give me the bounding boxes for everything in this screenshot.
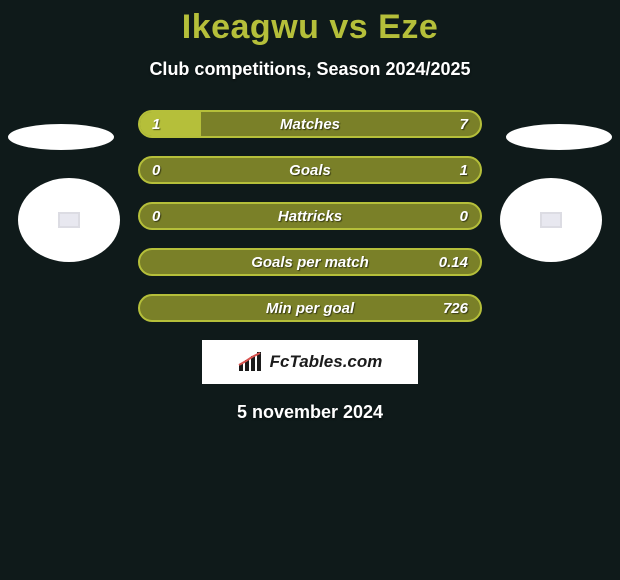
subtitle: Club competitions, Season 2024/2025: [0, 59, 620, 80]
stat-value-right: 1: [460, 158, 468, 182]
stat-value-right: 0.14: [439, 250, 468, 274]
date-text: 5 november 2024: [0, 402, 620, 423]
player1-name: Ikeagwu: [182, 8, 320, 46]
page-title: Ikeagwu vs Eze: [0, 0, 620, 47]
bars-icon: [238, 352, 264, 372]
stat-row: Min per goal726: [138, 294, 482, 322]
logo-text: FcTables.com: [270, 352, 383, 372]
stat-value-right: 0: [460, 204, 468, 228]
stat-label: Matches: [140, 112, 480, 136]
comparison-infographic: Ikeagwu vs Eze Club competitions, Season…: [0, 0, 620, 580]
stat-rows: 1Matches70Goals10Hattricks0Goals per mat…: [138, 110, 482, 322]
stat-row: 0Goals1: [138, 156, 482, 184]
stat-value-right: 7: [460, 112, 468, 136]
stat-label: Hattricks: [140, 204, 480, 228]
source-logo: FcTables.com: [202, 340, 418, 384]
stat-label: Min per goal: [140, 296, 480, 320]
stat-row: 1Matches7: [138, 110, 482, 138]
stat-label: Goals per match: [140, 250, 480, 274]
stat-row: Goals per match0.14: [138, 248, 482, 276]
stat-label: Goals: [140, 158, 480, 182]
stats-area: 1Matches70Goals10Hattricks0Goals per mat…: [0, 110, 620, 423]
player2-name: Eze: [378, 8, 438, 46]
stat-value-right: 726: [443, 296, 468, 320]
stat-row: 0Hattricks0: [138, 202, 482, 230]
vs-text: vs: [319, 8, 378, 46]
